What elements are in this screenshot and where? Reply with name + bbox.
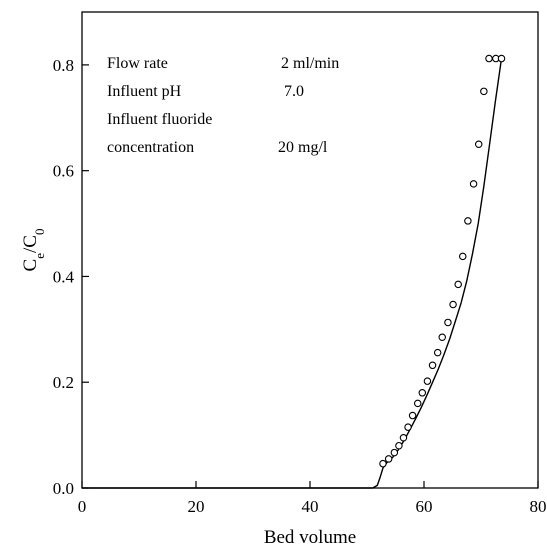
data-point	[390, 448, 399, 457]
data-point	[469, 180, 478, 188]
data-point	[395, 441, 403, 450]
data-point	[454, 280, 462, 289]
data-point	[423, 377, 432, 385]
annotation-ph-value: 7.0	[284, 83, 304, 100]
data-point	[433, 348, 442, 357]
annotation-flow-rate-value: 2 ml/min	[281, 55, 339, 72]
y-tick-label: 0.0	[53, 479, 74, 498]
y-axis-label: Ce/C0	[20, 229, 47, 272]
y-tick-label: 0.6	[53, 162, 74, 181]
data-point	[459, 252, 467, 261]
data-point	[408, 411, 417, 420]
data-point	[485, 54, 493, 63]
data-point	[428, 361, 437, 370]
data-point	[464, 217, 472, 225]
data-point	[474, 140, 483, 148]
data-point	[399, 434, 408, 442]
y-tick-label: 0.2	[53, 373, 74, 392]
data-point	[413, 399, 422, 408]
data-point	[438, 333, 446, 342]
data-point	[384, 455, 393, 463]
x-axis-ticks: 0 20 40 60 80	[78, 481, 547, 516]
y-tick-label: 0.4	[53, 267, 75, 286]
annotation-flow-rate-label: Flow rate	[107, 55, 168, 72]
x-tick-label: 20	[188, 497, 205, 516]
data-point	[404, 423, 412, 431]
data-point	[449, 300, 457, 309]
x-tick-label: 80	[530, 497, 547, 516]
data-point	[444, 318, 452, 327]
annotation-ph-label: Influent pH	[107, 83, 182, 100]
x-tick-label: 40	[302, 497, 319, 516]
y-axis-ticks: 0.0 0.2 0.4 0.6 0.8	[53, 56, 89, 498]
annotation-fluoride-label-2: concentration	[107, 139, 194, 156]
data-point	[480, 87, 488, 96]
annotation-fluoride-value: 20 mg/l	[278, 139, 328, 156]
observed-points	[379, 54, 506, 468]
x-axis-label: Bed volume	[264, 527, 356, 548]
x-tick-label: 0	[78, 497, 87, 516]
y-tick-label: 0.8	[53, 56, 74, 75]
annotation-fluoride-label-1: Influent fluoride	[107, 111, 212, 128]
data-point	[418, 389, 427, 397]
data-point	[379, 459, 387, 468]
data-point	[497, 54, 506, 63]
x-tick-label: 60	[416, 497, 433, 516]
